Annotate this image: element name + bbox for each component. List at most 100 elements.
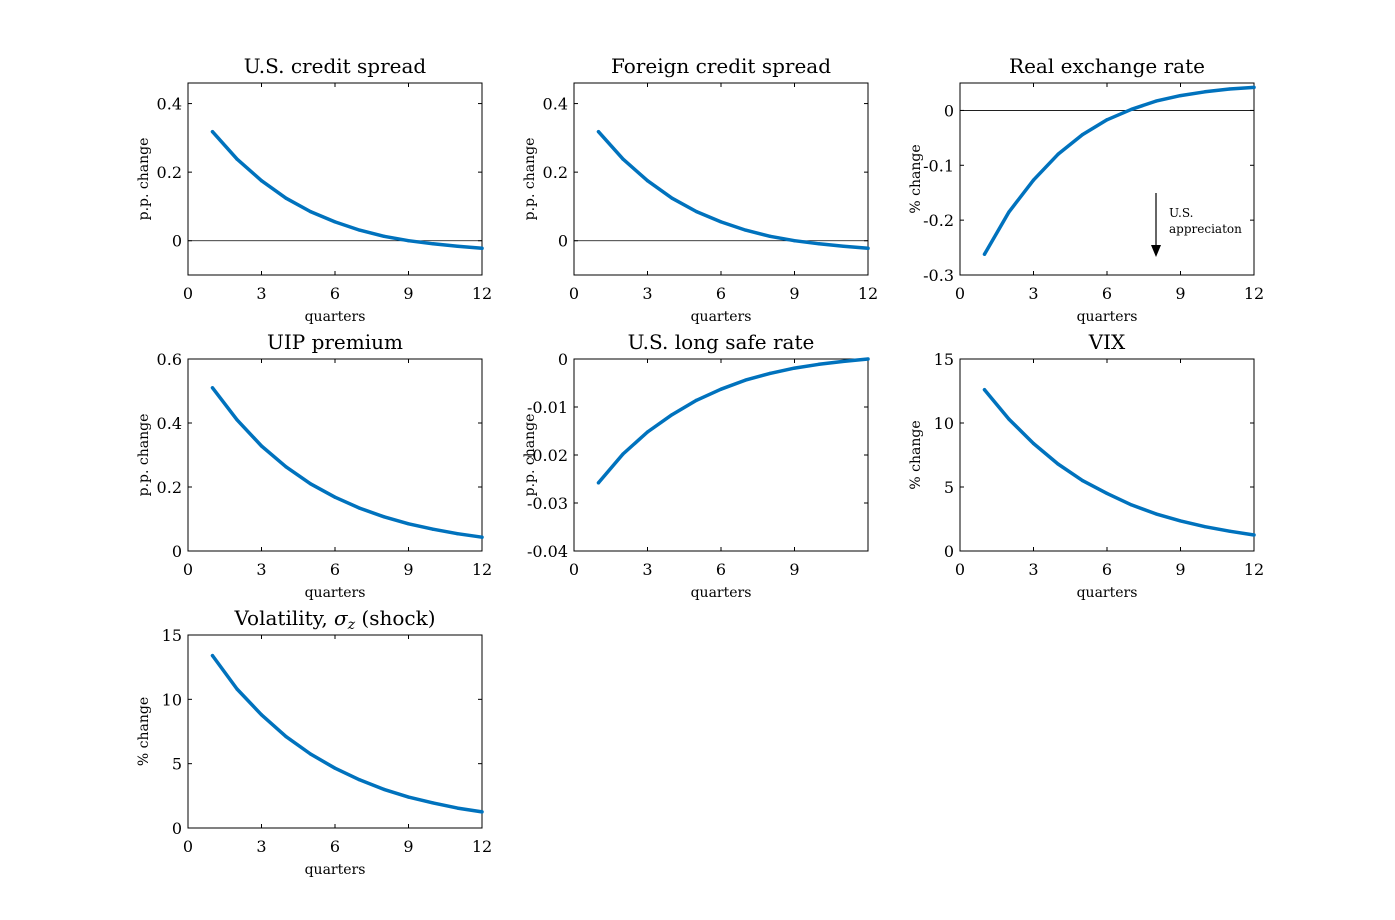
- data-point: [357, 506, 362, 510]
- y-tick-label: -0.3: [923, 266, 954, 285]
- y-tick-label: 0: [172, 232, 182, 251]
- data-point: [1154, 512, 1158, 516]
- data-point: [480, 535, 484, 539]
- data-point: [1080, 479, 1085, 483]
- arrow-down-icon: [1151, 245, 1161, 257]
- panel-title: Foreign credit spread: [611, 54, 831, 78]
- data-point: [308, 209, 313, 214]
- panel-title: U.S. long safe rate: [628, 330, 815, 354]
- x-tick-label: 3: [256, 560, 266, 579]
- data-point: [694, 398, 699, 402]
- y-axis-label: % change: [908, 144, 924, 213]
- data-point: [596, 130, 601, 134]
- data-point: [596, 481, 601, 485]
- panel-title: U.S. credit spread: [244, 54, 427, 78]
- y-tick-label: 15: [934, 350, 954, 369]
- x-tick-label: 9: [403, 560, 413, 579]
- data-point: [284, 735, 288, 739]
- data-point: [866, 357, 870, 361]
- x-tick-label: 9: [403, 284, 413, 303]
- data-point: [333, 766, 337, 770]
- data-point: [719, 220, 723, 224]
- data-point: [431, 527, 435, 531]
- y-tick-label: 0.2: [157, 163, 182, 182]
- x-tick-label: 0: [569, 284, 579, 303]
- data-point: [1203, 90, 1207, 94]
- data-point: [406, 795, 411, 799]
- x-axis-label: quarters: [305, 862, 366, 878]
- x-tick-label: 0: [955, 560, 965, 579]
- data-point: [743, 228, 748, 232]
- x-tick-label: 9: [1175, 560, 1185, 579]
- x-tick-label: 6: [1102, 284, 1112, 303]
- panel-7: 0 3 6 9 12 0 5 10 15 Volatility, σz (shock) quarte…: [136, 606, 492, 878]
- y-tick-label: 0.4: [157, 414, 182, 433]
- panel-title: Volatility, σz (shock): [233, 606, 435, 633]
- data-point: [645, 430, 650, 434]
- data-point: [357, 228, 362, 232]
- data-point: [1227, 529, 1232, 533]
- x-axis-label: quarters: [305, 309, 366, 325]
- data-point: [1007, 417, 1011, 421]
- y-tick-label: 0.2: [543, 163, 568, 182]
- data-point: [431, 242, 435, 246]
- panel-3: 0 3 6 9 12 -0.3 -0.2 -0.1 0 Real exchange rate qua…: [908, 54, 1264, 325]
- series-line: [982, 85, 1256, 256]
- data-point: [210, 653, 215, 658]
- data-point: [1105, 491, 1109, 495]
- y-tick-label: 0.6: [157, 350, 182, 369]
- title-text: (shock): [355, 606, 435, 630]
- panel-4: 0 3 6 9 12 0 0.2 0.4 0.6 UIP premium quarters p.p. …: [136, 330, 492, 601]
- y-tick-label: 0: [172, 819, 182, 838]
- axes-box: [187, 82, 483, 276]
- data-point: [284, 465, 288, 469]
- data-point: [259, 444, 264, 448]
- y-tick-label: -0.1: [923, 156, 954, 175]
- data-point: [406, 522, 411, 526]
- panel-6: 0 3 6 9 12 0 5 10 15 VIX quarters % change: [908, 330, 1264, 601]
- data-point: [480, 810, 484, 814]
- data-point: [235, 157, 239, 161]
- axes-box: [959, 82, 1255, 276]
- x-tick-label: 12: [472, 560, 492, 579]
- x-tick-label: 12: [472, 837, 492, 856]
- data-point: [1031, 441, 1036, 446]
- title-subscript: z: [347, 617, 356, 633]
- x-tick-label: 0: [569, 560, 579, 579]
- data-point: [792, 239, 797, 243]
- y-tick-label: -0.04: [527, 542, 568, 561]
- y-tick-label: 15: [162, 626, 182, 645]
- x-axis-label: quarters: [1077, 309, 1138, 325]
- title-text: Volatility,: [233, 606, 334, 630]
- axes-box: [959, 358, 1255, 552]
- data-point: [1129, 503, 1134, 507]
- x-tick-label: 9: [789, 560, 799, 579]
- data-point: [817, 362, 821, 366]
- x-axis-label: quarters: [691, 585, 752, 601]
- x-tick-label: 3: [256, 284, 266, 303]
- x-tick-label: 12: [1244, 284, 1264, 303]
- x-tick-label: 12: [1244, 560, 1264, 579]
- data-point: [841, 359, 846, 363]
- data-point: [1227, 87, 1232, 91]
- x-tick-label: 6: [330, 560, 340, 579]
- y-tick-label: 5: [172, 755, 182, 774]
- x-tick-label: 6: [330, 284, 340, 303]
- data-point: [768, 234, 772, 238]
- x-tick-label: 9: [1175, 284, 1185, 303]
- x-tick-label: 0: [183, 837, 193, 856]
- data-point: [284, 196, 288, 200]
- x-tick-label: 0: [955, 284, 965, 303]
- y-tick-label: 0.2: [157, 478, 182, 497]
- data-point: [455, 244, 460, 248]
- annotation-text: U.S.: [1169, 206, 1193, 220]
- data-point: [259, 713, 264, 717]
- data-point: [1056, 152, 1060, 156]
- annotation-text: appreciaton: [1169, 222, 1242, 236]
- data-point: [1031, 178, 1036, 182]
- data-point: [670, 196, 674, 200]
- data-point: [621, 157, 625, 161]
- data-point: [210, 130, 215, 134]
- y-axis-label: p.p. change: [136, 138, 152, 221]
- y-tick-label: 0: [172, 542, 182, 561]
